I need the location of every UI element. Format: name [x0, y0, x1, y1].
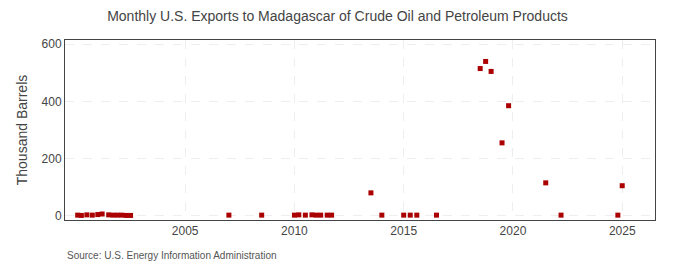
svg-text:2025: 2025: [609, 224, 636, 238]
svg-text:600: 600: [42, 37, 62, 51]
svg-text:2015: 2015: [390, 224, 417, 238]
svg-text:2020: 2020: [500, 224, 527, 238]
svg-text:400: 400: [42, 95, 62, 109]
svg-text:Thousand Barrels: Thousand Barrels: [14, 75, 30, 186]
svg-text:2010: 2010: [281, 224, 308, 238]
svg-text:Source: U.S. Energy Informatio: Source: U.S. Energy Information Administ…: [67, 250, 277, 261]
svg-text:0: 0: [55, 209, 62, 223]
svg-text:Monthly U.S. Exports to Madaga: Monthly U.S. Exports to Madagascar of Cr…: [107, 8, 568, 24]
svg-text:2005: 2005: [172, 224, 199, 238]
svg-text:200: 200: [42, 152, 62, 166]
